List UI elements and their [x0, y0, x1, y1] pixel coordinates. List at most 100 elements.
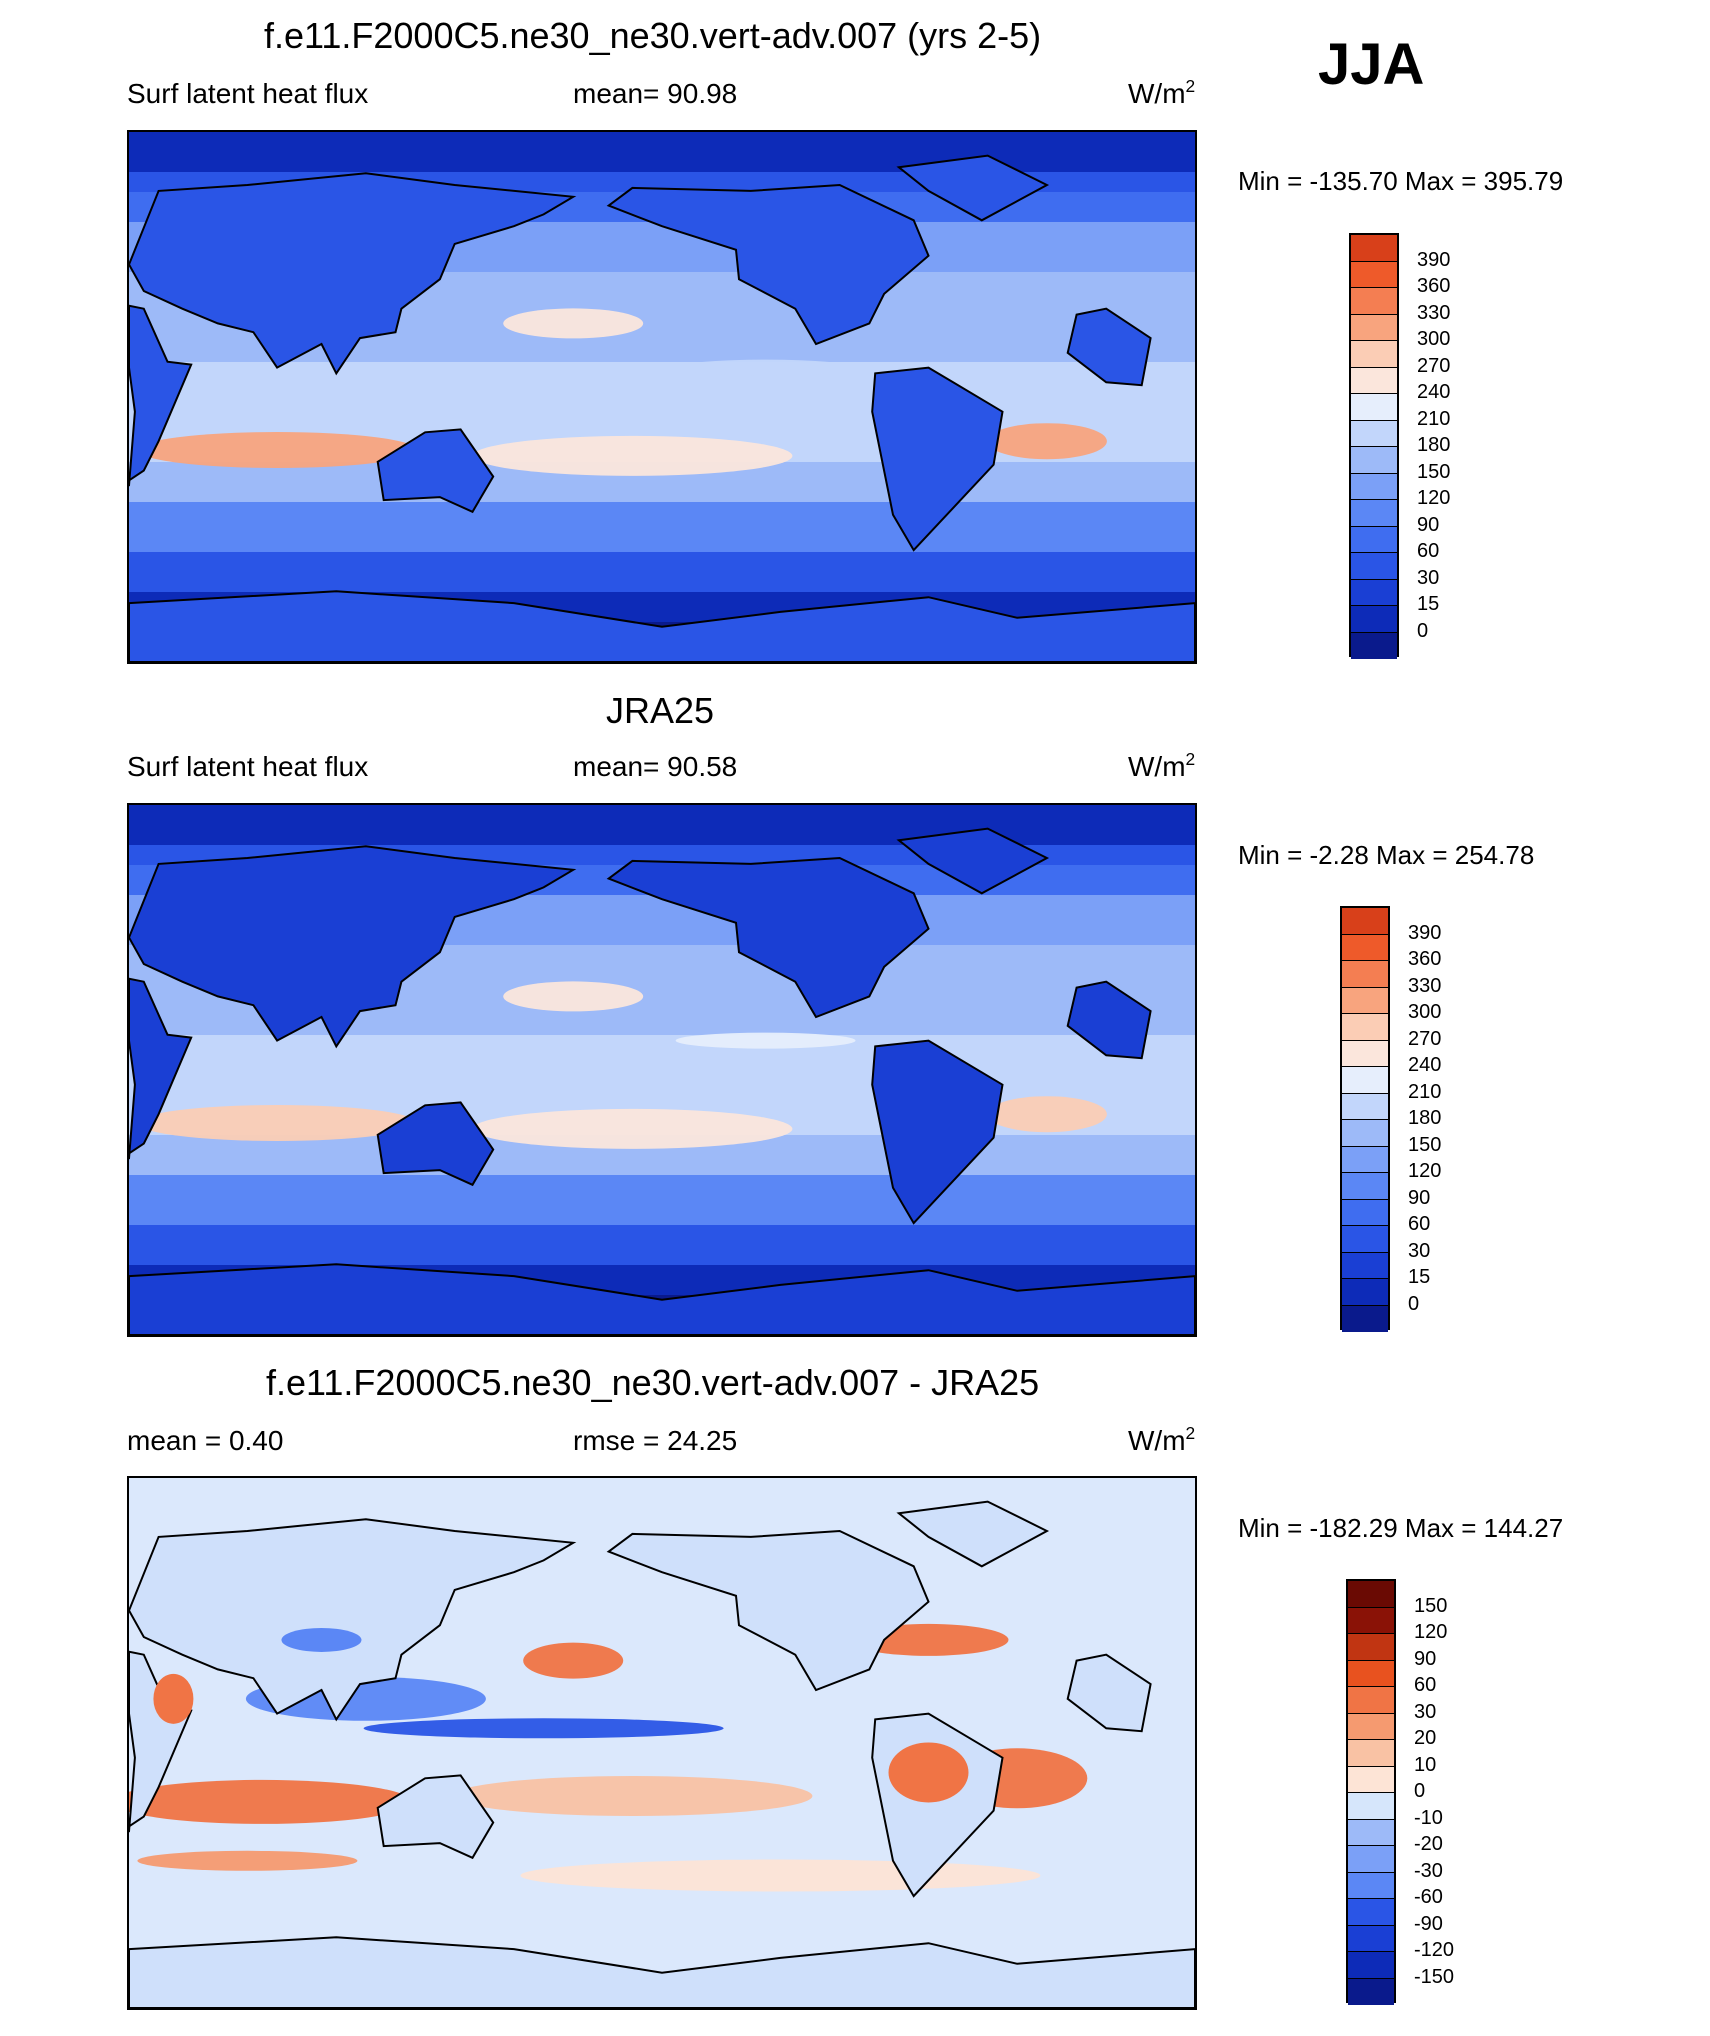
panel-2-minmax: Min = -2.28 Max = 254.78: [1238, 840, 1535, 870]
panel-3-title: f.e11.F2000C5.ne30_ne30.vert-adv.007 - J…: [266, 1362, 1040, 1403]
colorbar-tick-label: 120: [1408, 1160, 1442, 1182]
coastline: [129, 172, 577, 376]
contour-region: [986, 1096, 1107, 1133]
colorbar-tick-label: 60: [1408, 1213, 1431, 1235]
colorbar-tick-label: 60: [1417, 540, 1440, 562]
colorbar-swatch: [1342, 1146, 1388, 1173]
panel-1-variable-label: Surf latent heat flux: [127, 78, 369, 109]
colorbar-swatch: [1348, 1687, 1394, 1714]
colorbar-tick-label: 120: [1417, 487, 1451, 509]
panel-1-units: W/m2: [1128, 76, 1196, 109]
contour-region: [675, 1032, 856, 1049]
coastline: [871, 366, 1004, 552]
panel-1-contour-field: [129, 132, 1195, 662]
contour-region: [503, 308, 644, 339]
colorbar-swatch: [1351, 632, 1397, 659]
colorbar-swatch: [1351, 367, 1397, 394]
colorbar-tick-label: 0: [1417, 619, 1429, 642]
panel-2-contour-field: [129, 805, 1195, 1335]
coastline: [871, 1039, 1004, 1225]
colorbar-tick-label: 300: [1408, 1001, 1442, 1023]
colorbar-swatch: [1351, 261, 1397, 288]
contour-band: [129, 805, 1195, 845]
colorbar-swatches: [1340, 906, 1390, 1332]
contour-region: [520, 1859, 1041, 1892]
colorbar-tick-label: 150: [1408, 1133, 1442, 1156]
panel-2-mean-label: mean= 90.58: [573, 751, 738, 782]
panel-2-colorbar: 390 360 330 300 270 240 210 180 150 120 90 60 30 15 0: [1340, 906, 1441, 1332]
colorbar-swatch: [1348, 1766, 1394, 1793]
colorbar-swatch: [1351, 314, 1397, 341]
colorbar-tick-label: 240: [1408, 1054, 1442, 1076]
coastline: [129, 1263, 1195, 1335]
colorbar-swatch: [1348, 1634, 1394, 1661]
contour-region: [503, 981, 644, 1012]
colorbar-tick-label: 180: [1408, 1107, 1442, 1129]
colorbar-tick-label: -90: [1414, 1912, 1443, 1935]
colorbar-tick-label: 150: [1414, 1594, 1448, 1617]
contour-region: [452, 1776, 813, 1816]
colorbar-tick-label: 300: [1417, 328, 1451, 350]
colorbar-swatch: [1342, 1305, 1388, 1332]
colorbar-swatch: [1342, 1173, 1388, 1200]
colorbar-tick-label: 0: [1414, 1780, 1426, 1802]
coastline: [606, 183, 930, 346]
panel-2-variable-label: Surf latent heat flux: [127, 751, 369, 782]
colorbar-swatch: [1351, 500, 1397, 527]
colorbar-tick-label: 30: [1408, 1239, 1431, 1262]
contour-region: [523, 1642, 624, 1679]
panel-3-colorbar: 150 120 90 60 30 20 10 0 -10 -20 -30 -60 -90 -120 -150: [1346, 1579, 1454, 2005]
colorbar-tick-label: 0: [1408, 1292, 1420, 1315]
panel-1-colorbar: 390 360 330 300 270 240 210 180 150 120 90 60 30 15 0: [1349, 233, 1450, 659]
colorbar-swatch: [1342, 908, 1388, 935]
season-label: JJA: [1318, 32, 1425, 97]
colorbar-swatch: [1342, 1252, 1388, 1279]
colorbar-tick-label: 10: [1414, 1753, 1437, 1776]
colorbar-tick-label: -30: [1414, 1859, 1443, 1882]
colorbar-tick-label: 20: [1414, 1727, 1437, 1749]
coastline: [129, 304, 193, 487]
colorbar-swatch: [1348, 1581, 1394, 1608]
panel-1-map: [127, 130, 1197, 664]
colorbar-tick-label: 270: [1408, 1027, 1442, 1050]
contour-region: [363, 1718, 724, 1739]
colorbar-swatch: [1348, 1925, 1394, 1952]
colorbar-swatch: [1351, 526, 1397, 553]
panel-3-units: W/m2: [1128, 1423, 1196, 1456]
colorbar-tick-label: 330: [1408, 974, 1442, 997]
colorbar-tick-label: -150: [1414, 1965, 1455, 1988]
colorbar-tick-label: 240: [1417, 381, 1451, 403]
colorbar-swatch: [1348, 1846, 1394, 1873]
colorbar-tick-label: -60: [1414, 1886, 1443, 1908]
panel-3-rmse-label: rmse = 24.25: [573, 1425, 738, 1456]
contour-region: [472, 1108, 793, 1149]
coastline: [129, 977, 193, 1160]
colorbar-swatch: [1348, 1660, 1394, 1687]
contour-region: [129, 1779, 413, 1824]
contour-band: [129, 362, 1195, 422]
colorbar-tick-label: 360: [1408, 948, 1442, 970]
colorbar-tick-label: 90: [1414, 1647, 1437, 1670]
colorbar-swatches: [1349, 233, 1399, 659]
colorbar-tick-label: 390: [1417, 248, 1451, 271]
colorbar-tick-label: 360: [1417, 275, 1451, 297]
colorbar-swatch: [1351, 553, 1397, 580]
coastline: [606, 856, 930, 1019]
colorbar-swatch: [1342, 1279, 1388, 1306]
coastline: [896, 154, 1050, 222]
contour-region: [472, 435, 793, 476]
panel-2-units: W/m2: [1128, 749, 1196, 782]
colorbar-swatch: [1348, 1793, 1394, 1820]
contour-band: [129, 1225, 1195, 1265]
colorbar-tick-label: 270: [1417, 354, 1451, 377]
colorbar-swatches: [1346, 1579, 1396, 2005]
contour-band: [129, 132, 1195, 172]
colorbar-swatch: [1348, 1819, 1394, 1846]
colorbar-swatch: [1348, 1872, 1394, 1899]
coastline: [1066, 980, 1152, 1060]
coastline: [129, 845, 577, 1049]
colorbar-swatch: [1342, 961, 1388, 988]
coastline: [1066, 1653, 1152, 1733]
contour-band: [129, 502, 1195, 552]
contour-band: [129, 552, 1195, 592]
